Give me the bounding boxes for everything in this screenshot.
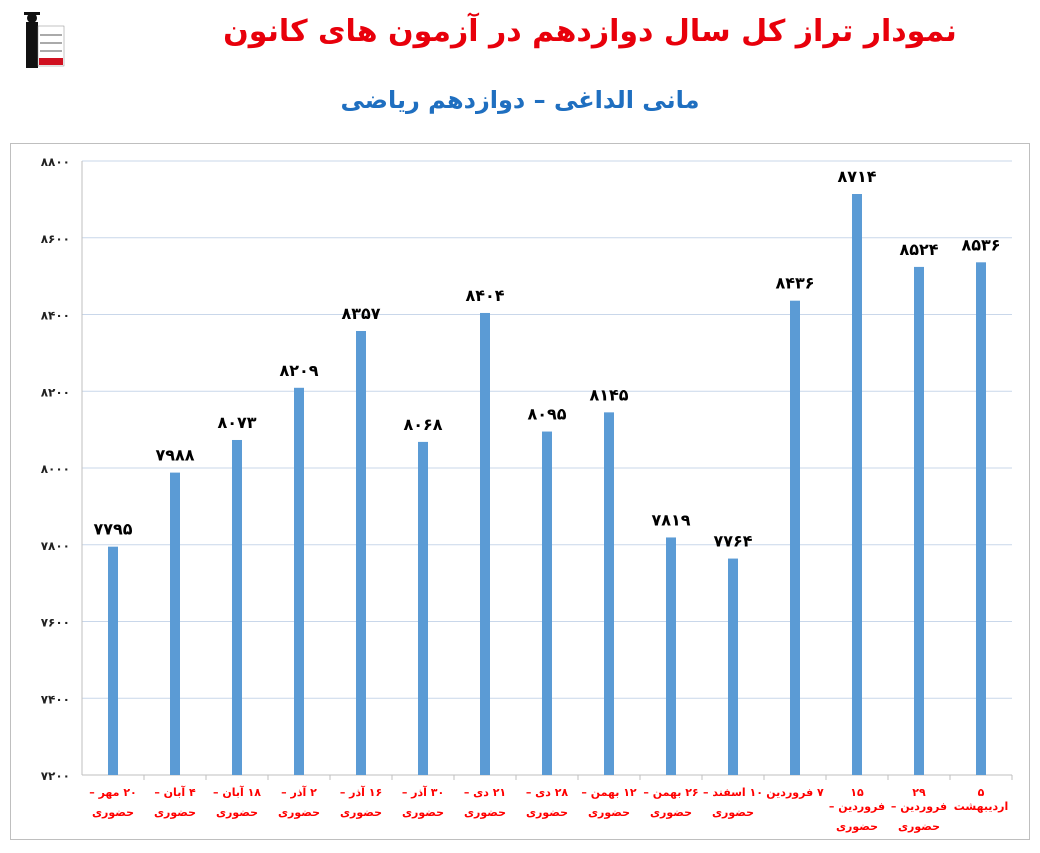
y-tick-label: ۸۸۰۰ [41, 155, 70, 169]
x-tick-label: ۱۲ بهمن – حضوری [579, 786, 639, 826]
y-tick-label: ۷۴۰۰ [41, 692, 70, 706]
x-tick-label-line: حضوری [91, 806, 135, 819]
x-tick-label-line: حضوری [215, 806, 259, 819]
data-label: ۸۲۰۹ [279, 361, 318, 380]
bar [914, 266, 924, 775]
x-tick-label: ۱۵ فروردین – حضوری [827, 786, 887, 840]
chart-title: نمودار تراز کل سال دوازدهم در آزمون های … [223, 14, 957, 49]
bar [170, 472, 180, 775]
x-tick-label: ۲۸ دی – حضوری [517, 786, 577, 826]
x-tick-label: ۱۸ آبان – حضوری [207, 786, 267, 826]
x-tick-label-line: ۲۶ بهمن – [643, 786, 699, 799]
x-tick-label-line: حضوری [463, 806, 507, 819]
bar [790, 300, 800, 775]
x-tick-label-line: حضوری [339, 806, 383, 819]
x-tick-label: ۷ فروردین [765, 786, 825, 806]
data-label: ۸۳۵۷ [341, 304, 380, 323]
x-tick-label-line: ۷ فروردین [766, 786, 824, 799]
data-label: ۸۵۳۶ [961, 235, 1000, 254]
x-tick-label: ۲۰ مهر – حضوری [83, 786, 143, 826]
x-tick-label-line: ۱۰ اسفند – [703, 786, 763, 799]
x-tick-label-line: ۱۸ آبان – [212, 786, 262, 799]
x-tick-label: ۳۰ آذر – حضوری [393, 786, 453, 826]
y-tick-label: ۸۲۰۰ [41, 385, 70, 399]
data-label: ۷۷۶۴ [713, 532, 752, 551]
data-label: ۷۹۸۸ [155, 446, 194, 465]
y-tick-label: ۸۴۰۰ [41, 309, 70, 323]
data-label: ۸۵۲۴ [899, 240, 938, 259]
data-label: ۷۷۹۵ [93, 520, 132, 539]
chart-subtitle: مانی الداغی – دوازدهم ریاضی [340, 86, 700, 114]
data-label: ۷۸۱۹ [651, 510, 690, 529]
x-tick-label-line: حضوری [153, 806, 197, 819]
bar [480, 312, 490, 775]
x-tick-label: ۲۹ فروردین – حضوری [889, 786, 949, 840]
x-tick-label-line: حضوری [835, 820, 879, 833]
x-tick-label: ۱۰ اسفند – حضوری [703, 786, 763, 826]
x-tick-label-line: ۲ آذر – [281, 786, 317, 799]
x-tick-label-line: ۱۶ آذر – [339, 786, 383, 799]
bar [108, 546, 118, 775]
chart-frame [10, 143, 1030, 840]
x-tick-label-line: ۲۱ دی – [463, 786, 507, 799]
data-label: ۸۰۶۸ [403, 415, 442, 434]
kanoon-logo [18, 8, 68, 70]
x-tick-label-line: حضوری [649, 806, 693, 819]
bar [418, 441, 428, 775]
bar [604, 412, 614, 775]
x-tick-label-line: ۳۰ آذر – [401, 786, 445, 799]
y-tick-label: ۷۲۰۰ [41, 769, 70, 783]
y-tick-label: ۸۶۰۰ [41, 232, 70, 246]
x-tick-label-line: حضوری [401, 806, 445, 819]
x-tick-label-line: ۱۲ بهمن – [581, 786, 637, 799]
y-tick-label: ۸۰۰۰ [41, 462, 70, 476]
data-label: ۸۱۴۵ [589, 385, 628, 404]
x-tick-label-line: ۲۰ مهر – [89, 786, 137, 799]
bar [294, 387, 304, 775]
x-tick-label-line: ۱۵ فروردین – [828, 786, 886, 813]
x-tick-label-line: حضوری [277, 806, 321, 819]
x-tick-label-line: حضوری [711, 806, 755, 819]
y-tick-label: ۷۸۰۰ [41, 539, 70, 553]
data-label: ۸۰۹۵ [527, 405, 566, 424]
x-tick-label-line: ۲۹ فروردین – [890, 786, 948, 813]
y-tick-label: ۷۶۰۰ [41, 616, 70, 630]
x-tick-label: ۲ آذر – حضوری [269, 786, 329, 826]
x-tick-label-line: حضوری [897, 820, 941, 833]
data-label: ۸۰۷۳ [217, 413, 256, 432]
bar [356, 331, 366, 775]
bar [852, 194, 862, 775]
x-tick-label: ۵ اردیبهشت [951, 786, 1011, 820]
bar [666, 537, 676, 775]
x-tick-label-line: ۵ اردیبهشت [953, 786, 1009, 813]
bar [976, 262, 986, 775]
x-tick-label: ۴ آبان – حضوری [145, 786, 205, 826]
data-label: ۸۴۳۶ [775, 274, 814, 293]
x-tick-label-line: ۴ آبان – [154, 786, 196, 799]
x-tick-label: ۲۶ بهمن – حضوری [641, 786, 701, 826]
x-tick-label: ۲۱ دی – حضوری [455, 786, 515, 826]
x-tick-label-line: حضوری [525, 806, 569, 819]
data-label: ۸۷۱۴ [837, 167, 876, 186]
bar [728, 558, 738, 775]
data-label: ۸۴۰۴ [465, 286, 504, 305]
x-tick-label: ۱۶ آذر – حضوری [331, 786, 391, 826]
x-tick-label-line: حضوری [587, 806, 631, 819]
bar [542, 431, 552, 775]
bar [232, 439, 242, 775]
x-tick-label-line: ۲۸ دی – [525, 786, 569, 799]
